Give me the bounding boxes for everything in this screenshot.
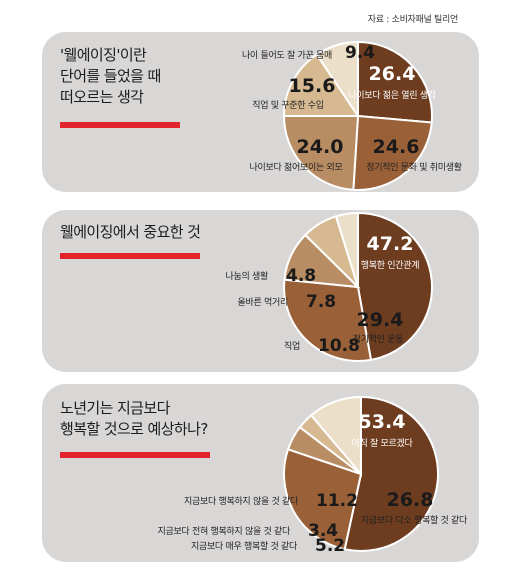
red-accent-bar [60,253,200,259]
slice-value-label: 26.8 [387,489,434,511]
slice-category-label: 직업 [284,341,300,352]
source-note: 자료 : 소비자패널 틸리언 [367,15,459,25]
slice-category-label: 행복한 인간관계 [361,259,419,271]
slice-category-label: 아직 잘 모르겠다 [352,437,414,449]
pie-slice [343,395,439,552]
pie-slice [282,53,360,117]
pie-slice [283,278,373,362]
chart-title-1: '웰에이징'이란 단어를 들었을 때 떠오르는 생각 [60,46,161,106]
slice-category-label: 나눔의 생활 [226,270,268,282]
chart-title-3: 노년기는 지금보다 행복할 것으로 예상하나? [60,399,208,438]
slice-category-label: 지금보다 다소 행복할 것 같다 [361,514,468,526]
slice-value-label: 47.2 [367,233,414,255]
pie-slice [357,211,433,362]
pie-slice [315,40,359,120]
slice-value-label: 5.2 [315,536,345,556]
slice-category-label: 올바른 먹거리 [238,297,288,308]
slice-value-label: 7.8 [306,292,336,312]
slice-value-label: 10.8 [318,336,360,356]
slice-value-label: 29.4 [357,309,404,331]
pie-slice [309,395,362,477]
slice-category-label: 지금보다 행복하지 않을 것 같다 [184,495,299,507]
slice-value-label: 4.8 [286,266,316,286]
pie-slice [282,115,360,191]
slice-value-label: 11.2 [316,491,358,511]
slice-category-label: 정기적인 문화 및 취미생활 [366,161,461,173]
pie-slice [334,211,359,288]
chart-title-2: 웰에이징에서 중요한 것 [60,223,201,241]
red-accent-bar [60,122,180,128]
slice-value-label: 24.6 [373,136,420,158]
slice-value-label: 24.0 [297,136,344,158]
slice-value-label: 15.6 [289,75,336,97]
slice-category-label: 지금보다 전혀 행복하지 않을 것 같다 [157,525,291,537]
slice-value-label: 53.4 [359,411,406,433]
slice-value-label: 26.4 [369,63,416,85]
pie-slice [352,114,433,191]
red-accent-bar [60,452,210,458]
slice-category-label: 지금보다 매우 행복할 것 같다 [191,540,298,552]
slice-category-label: 나이보다 젊어보이는 외모 [250,161,343,173]
slice-category-label: 직업 및 꾸준한 수입 [252,99,324,111]
pie-slice [283,448,363,551]
slice-category-label: 나이 들어도 잘 가꾼 몸매 [242,49,332,61]
slice-value-label: 3.4 [308,521,338,541]
slice-category-label: 나이보다 젊은 열린 생각 [348,89,436,101]
pie-slice [357,40,433,124]
slice-category-label: 정기적인 운동 [353,333,403,345]
slice-value-label: 9.4 [345,43,375,63]
